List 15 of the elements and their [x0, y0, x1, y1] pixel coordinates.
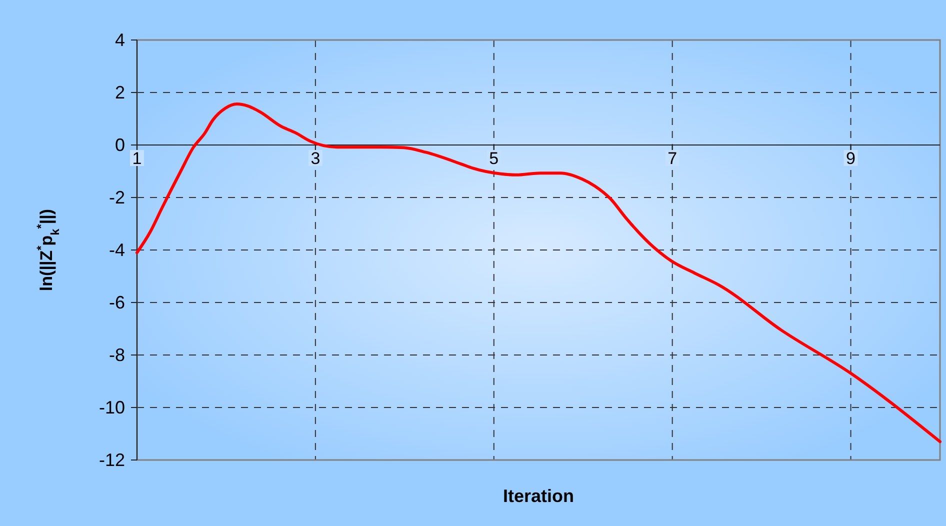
- y-tick-label: 4: [114, 30, 125, 50]
- y-tick-label: 2: [114, 82, 125, 102]
- y-tick-label: -4: [108, 240, 125, 260]
- x-tick-label: 5: [489, 149, 499, 168]
- y-tick-label: -10: [98, 398, 125, 418]
- y-tick-label: -8: [108, 345, 125, 365]
- x-tick-label: 3: [310, 149, 320, 168]
- x-tick-label: 1: [132, 149, 142, 168]
- y-tick-label: 0: [114, 135, 125, 155]
- x-tick-label: 9: [846, 149, 856, 168]
- x-axis-title: Iteration: [502, 486, 574, 506]
- y-tick-label: -6: [108, 292, 125, 312]
- y-tick-label: -12: [98, 450, 125, 470]
- x-tick-label: 7: [668, 149, 678, 168]
- y-tick-label: -2: [108, 188, 125, 208]
